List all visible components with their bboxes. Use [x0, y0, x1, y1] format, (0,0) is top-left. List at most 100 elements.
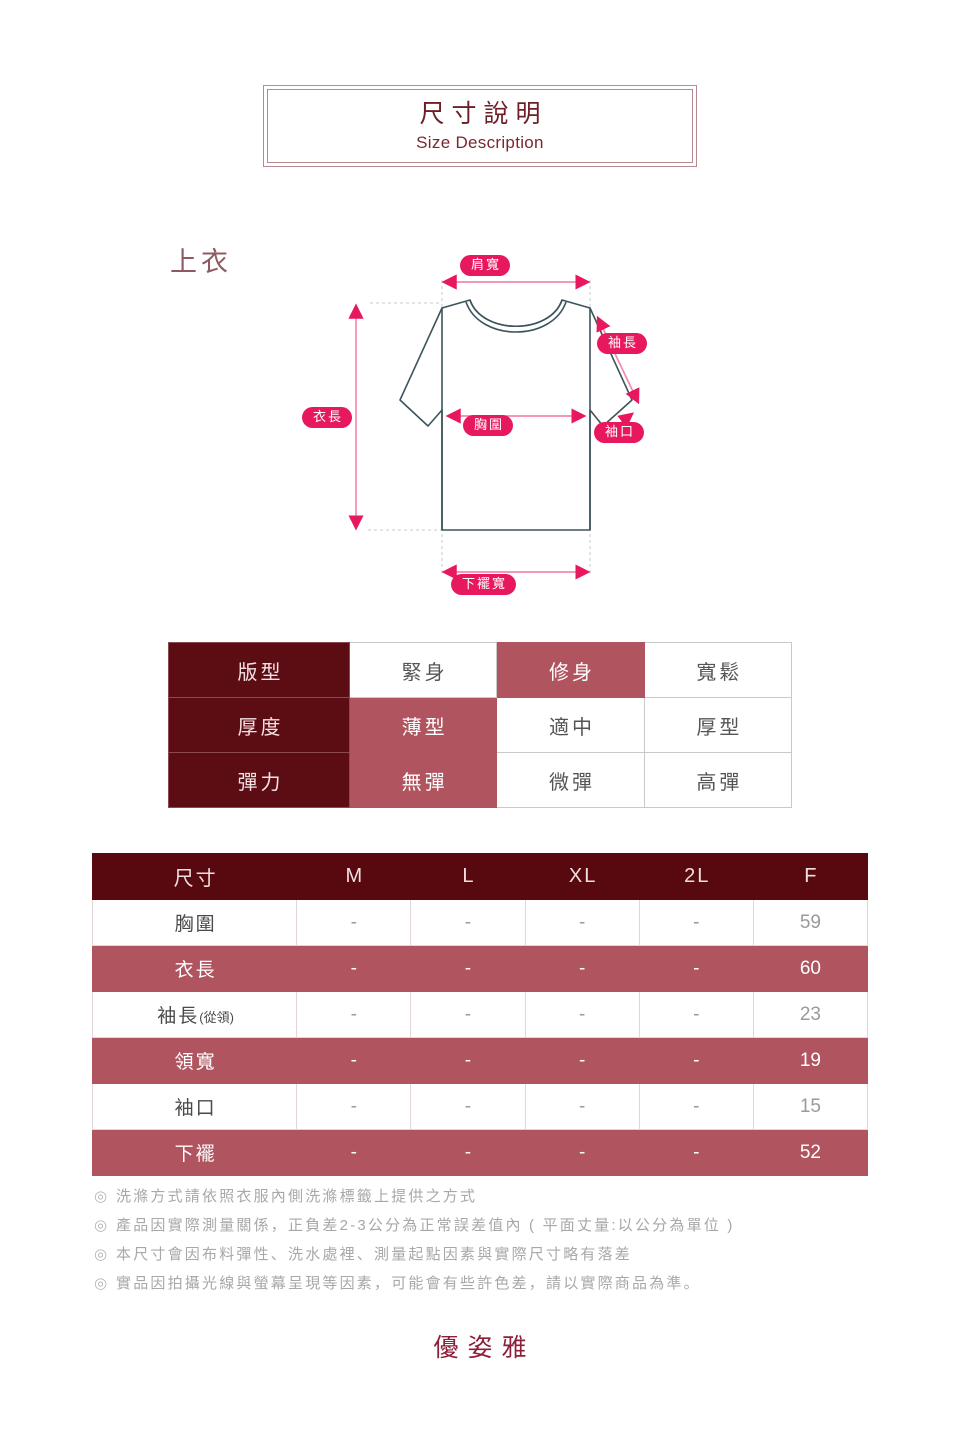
table-row: 下襬 - - - - 52	[91, 1129, 869, 1176]
measure-neck-width-l: -	[410, 1037, 526, 1084]
measure-sleeve-length-xl: -	[524, 991, 640, 1038]
size-header-l: L	[410, 853, 526, 900]
label-shoulder-width: 肩寬	[460, 255, 511, 277]
measure-cuff-xl: -	[524, 1083, 640, 1130]
size-header-xl: XL	[524, 853, 640, 900]
label-hem-width: 下襬寬	[451, 574, 517, 596]
measure-hem-l: -	[410, 1129, 526, 1176]
measure-bust-l: -	[410, 899, 526, 946]
measure-sleeve-length-m: -	[296, 991, 412, 1038]
measure-label-hem: 下襬	[91, 1129, 298, 1176]
measure-bust-2l: -	[638, 899, 754, 946]
measure-hem-f: 52	[752, 1129, 869, 1176]
measure-cuff-m: -	[296, 1083, 412, 1130]
measure-body-length-f: 60	[752, 945, 869, 992]
attribute-option-elasticity-1[interactable]: 微彈	[496, 752, 645, 808]
attribute-option-thickness-0[interactable]: 薄型	[348, 697, 498, 753]
attribute-row: 厚度 薄型 適中 厚型	[168, 697, 793, 753]
table-row: 袖長(從領) - - - - 23	[91, 991, 869, 1038]
banner-inner-border: 尺寸說明 Size Description	[267, 89, 693, 163]
size-description-banner: 尺寸說明 Size Description	[263, 85, 697, 167]
measure-label-body-length: 衣長	[91, 945, 298, 992]
measure-neck-width-f: 19	[752, 1037, 869, 1084]
measure-hem-2l: -	[638, 1129, 754, 1176]
garment-diagram: 肩寬 袖長 衣長 胸圍 袖口 下襬寬	[160, 230, 720, 610]
table-row: 衣長 - - - - 60	[91, 945, 869, 992]
measure-cuff-l: -	[410, 1083, 526, 1130]
note-text: 實品因拍攝光線與螢幕呈現等因素，可能會有些許色差，請以實際商品為準。	[116, 1275, 701, 1292]
attribute-label-fit: 版型	[168, 642, 350, 698]
measure-hem-m: -	[296, 1129, 412, 1176]
attribute-option-thickness-2[interactable]: 厚型	[643, 697, 793, 753]
size-header-m: M	[296, 853, 412, 900]
measure-label-sleeve-sub: (從領)	[199, 1010, 234, 1025]
notes-list: ◎ 洗滌方式請依照衣服內側洗滌標籤上提供之方式 ◎ 產品因實際測量關係，正負差2…	[94, 1184, 894, 1300]
measure-cuff-f: 15	[752, 1083, 869, 1130]
banner-title-english: Size Description	[416, 133, 544, 153]
attributes-body: 版型 緊身 修身 寬鬆 厚度 薄型 適中 厚型 彈力 無彈 微彈 高彈	[168, 642, 793, 808]
size-table-header-row: 尺寸 M L XL 2L F	[91, 853, 869, 900]
size-table-head: 尺寸 M L XL 2L F	[91, 853, 869, 900]
table-row: 胸圍 - - - - 59	[91, 899, 869, 946]
attribute-label-elasticity: 彈力	[168, 752, 350, 808]
measure-neck-width-xl: -	[524, 1037, 640, 1084]
circle-bullet-icon: ◎	[94, 1275, 108, 1292]
size-table-body: 胸圍 - - - - 59 衣長 - - - - 60 袖長(從領) - - -…	[91, 899, 869, 1176]
measure-sleeve-length-l: -	[410, 991, 526, 1038]
label-sleeve-length: 袖長	[597, 333, 648, 355]
table-row: 領寬 - - - - 19	[91, 1037, 869, 1084]
circle-bullet-icon: ◎	[94, 1246, 108, 1263]
circle-bullet-icon: ◎	[94, 1217, 108, 1234]
tshirt-svg	[348, 274, 640, 580]
table-row: 袖口 - - - - 15	[91, 1083, 869, 1130]
label-body-length: 衣長	[302, 407, 353, 429]
size-header-f: F	[752, 853, 869, 900]
measure-bust-f: 59	[752, 899, 869, 946]
banner-title-chinese: 尺寸說明	[419, 99, 548, 128]
garment-attributes-table: 版型 緊身 修身 寬鬆 厚度 薄型 適中 厚型 彈力 無彈 微彈 高彈	[168, 642, 793, 808]
measure-body-length-m: -	[296, 945, 412, 992]
tshirt-outline	[399, 299, 633, 531]
size-header-measure: 尺寸	[91, 853, 298, 900]
label-bust: 胸圍	[463, 415, 514, 437]
arrow-sleeve-length	[596, 315, 640, 405]
attribute-option-fit-0[interactable]: 緊身	[348, 642, 498, 698]
attribute-option-thickness-1[interactable]: 適中	[496, 697, 645, 753]
measure-sleeve-length-f: 23	[752, 991, 869, 1038]
attribute-label-thickness: 厚度	[168, 697, 350, 753]
measure-label-neck-width: 領寬	[91, 1037, 298, 1084]
label-cuff: 袖口	[594, 422, 645, 444]
note-text: 本尺寸會因布料彈性、洗水處裡、測量起點因素與實際尺寸略有落差	[116, 1246, 633, 1263]
measure-body-length-2l: -	[638, 945, 754, 992]
measure-label-sleeve-length: 袖長(從領)	[91, 991, 298, 1038]
attribute-row: 彈力 無彈 微彈 高彈	[168, 752, 793, 808]
measure-label-cuff: 袖口	[91, 1083, 298, 1130]
size-measurements-table: 尺寸 M L XL 2L F 胸圍 - - - - 59 衣長 - - - - …	[91, 853, 869, 1176]
size-header-2l: 2L	[638, 853, 754, 900]
brand-footer: 優姿雅	[433, 1334, 536, 1362]
measure-cuff-2l: -	[638, 1083, 754, 1130]
measure-bust-xl: -	[524, 899, 640, 946]
attribute-option-fit-1[interactable]: 修身	[496, 642, 645, 698]
circle-bullet-icon: ◎	[94, 1188, 108, 1205]
measure-body-length-xl: -	[524, 945, 640, 992]
measure-neck-width-2l: -	[638, 1037, 754, 1084]
note-item: ◎ 實品因拍攝光線與螢幕呈現等因素，可能會有些許色差，請以實際商品為準。	[94, 1271, 894, 1297]
attribute-row: 版型 緊身 修身 寬鬆	[168, 642, 793, 698]
note-text: 洗滌方式請依照衣服內側洗滌標籤上提供之方式	[116, 1188, 478, 1205]
attribute-option-fit-2[interactable]: 寬鬆	[643, 642, 793, 698]
note-text: 產品因實際測量關係，正負差2-3公分為正常誤差值內 ( 平面丈量:以公分為單位 …	[116, 1217, 735, 1234]
attribute-option-elasticity-2[interactable]: 高彈	[643, 752, 793, 808]
note-item: ◎ 洗滌方式請依照衣服內側洗滌標籤上提供之方式	[94, 1184, 894, 1210]
measure-bust-m: -	[296, 899, 412, 946]
measure-body-length-l: -	[410, 945, 526, 992]
measure-sleeve-length-2l: -	[638, 991, 754, 1038]
note-item: ◎ 本尺寸會因布料彈性、洗水處裡、測量起點因素與實際尺寸略有落差	[94, 1242, 894, 1268]
measure-hem-xl: -	[524, 1129, 640, 1176]
attribute-option-elasticity-0[interactable]: 無彈	[348, 752, 498, 808]
note-item: ◎ 產品因實際測量關係，正負差2-3公分為正常誤差值內 ( 平面丈量:以公分為單…	[94, 1213, 894, 1239]
measure-label-bust: 胸圍	[91, 899, 298, 946]
measure-neck-width-m: -	[296, 1037, 412, 1084]
guide-lines	[368, 280, 591, 575]
section-heading-top: 上衣	[170, 247, 232, 277]
